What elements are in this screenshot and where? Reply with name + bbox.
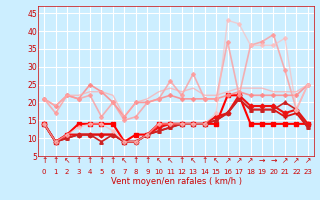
Text: ↑: ↑	[179, 156, 185, 165]
Text: →: →	[270, 156, 277, 165]
Text: ↑: ↑	[133, 156, 139, 165]
Text: ↗: ↗	[293, 156, 300, 165]
Text: ↖: ↖	[190, 156, 196, 165]
Text: →: →	[259, 156, 265, 165]
Text: ↗: ↗	[236, 156, 242, 165]
Text: ↖: ↖	[64, 156, 70, 165]
Text: ↑: ↑	[202, 156, 208, 165]
Text: ↑: ↑	[75, 156, 82, 165]
Text: ↗: ↗	[247, 156, 254, 165]
Text: ↖: ↖	[213, 156, 219, 165]
Text: ↑: ↑	[110, 156, 116, 165]
Text: ↑: ↑	[87, 156, 93, 165]
Text: ↑: ↑	[52, 156, 59, 165]
Text: ↖: ↖	[156, 156, 162, 165]
Text: ↖: ↖	[121, 156, 128, 165]
Text: ↑: ↑	[41, 156, 47, 165]
Text: ↗: ↗	[305, 156, 311, 165]
Text: ↗: ↗	[282, 156, 288, 165]
X-axis label: Vent moyen/en rafales ( km/h ): Vent moyen/en rafales ( km/h )	[110, 177, 242, 186]
Text: ↑: ↑	[144, 156, 150, 165]
Text: ↗: ↗	[224, 156, 231, 165]
Text: ↖: ↖	[167, 156, 173, 165]
Text: ↑: ↑	[98, 156, 105, 165]
